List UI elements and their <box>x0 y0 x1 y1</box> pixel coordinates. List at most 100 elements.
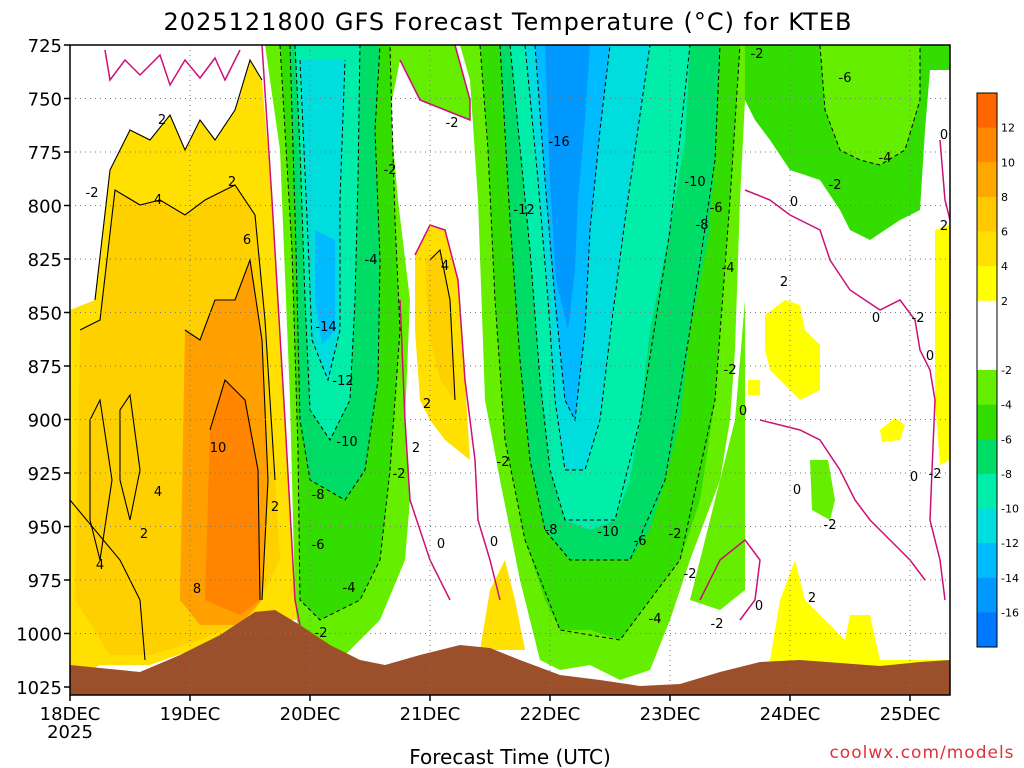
contour-label: 0 <box>739 404 747 419</box>
colorbar-tick-label: 2 <box>1001 295 1008 308</box>
contour-label: 0 <box>910 470 918 485</box>
contour-label: -12 <box>513 203 534 218</box>
contour-label: 0 <box>790 195 798 210</box>
colorbar-swatch <box>977 508 997 544</box>
fill-right-lower-cold <box>690 300 745 610</box>
contour-label: 0 <box>926 349 934 364</box>
contour-label: -2 <box>497 455 510 470</box>
fill-right-warm-2 <box>880 418 905 442</box>
colorbar-swatch <box>977 612 997 648</box>
contour-label: -2 <box>669 527 682 542</box>
contour-label: -4 <box>343 581 356 596</box>
y-tick-label: 875 <box>28 357 62 378</box>
contour-label: -2 <box>824 518 837 533</box>
contour-label: 0 <box>793 483 801 498</box>
x-axis-year: 2025 <box>47 722 93 743</box>
contour-label: 2 <box>412 441 420 456</box>
contour-label: -16 <box>548 135 569 150</box>
fill-right-warm-low <box>770 560 950 690</box>
contour-label: 2 <box>228 175 236 190</box>
x-tick-label: 25DEC <box>880 704 941 725</box>
y-tick-label: 850 <box>28 304 62 325</box>
fill-trough-16 <box>545 45 590 330</box>
x-tick-label: 24DEC <box>760 704 821 725</box>
colorbar-tick-label: -16 <box>1001 606 1019 619</box>
y-tick-label: 1025 <box>16 678 62 699</box>
contour-label: -6 <box>839 71 852 86</box>
colorbar-swatch <box>977 196 997 232</box>
contour-label: 2 <box>271 500 279 515</box>
x-tick-label: 21DEC <box>400 704 461 725</box>
colorbar-swatch <box>977 127 997 163</box>
contour-label: 0 <box>872 311 880 326</box>
colorbar-swatch <box>977 266 997 302</box>
contour-label: 8 <box>193 582 201 597</box>
contour-label: -2 <box>86 186 99 201</box>
colorbar-swatch <box>977 404 997 440</box>
contour-label: -8 <box>696 218 709 233</box>
contour-label: -8 <box>312 488 325 503</box>
contour-label: 4 <box>154 485 162 500</box>
contour-label: -2 <box>384 163 397 178</box>
y-tick-label: 750 <box>28 90 62 111</box>
contour-label: -2 <box>929 467 942 482</box>
x-axis-label: Forecast Time (UTC) <box>409 745 611 768</box>
y-tick-label: 775 <box>28 143 62 164</box>
colorbar-tick-label: -10 <box>1001 503 1019 516</box>
x-tick-label: 20DEC <box>280 704 341 725</box>
colorbar-swatch <box>977 162 997 198</box>
plot-frame <box>69 44 951 696</box>
contour-label: 2 <box>158 113 166 128</box>
colorbar-tick-label: -2 <box>1001 364 1012 377</box>
colorbar: 12 10 8 6 4 2 -2 -4 -6 -8 -10 -12 -14 -16 <box>976 92 1019 648</box>
contour-label: -6 <box>312 538 325 553</box>
contour-label: 2 <box>780 275 788 290</box>
contour-labels: -222461042482-2-6-4-8-10-12-14-4-2-2422-… <box>86 47 949 641</box>
y-tick-label: 975 <box>28 571 62 592</box>
colorbar-swatch <box>977 439 997 475</box>
y-tick-label: 825 <box>28 250 62 271</box>
contour-label: -4 <box>722 261 735 276</box>
colorbar-swatch <box>977 473 997 509</box>
contour-label: -4 <box>649 612 662 627</box>
contour-label: -2 <box>724 363 737 378</box>
contour-label: -2 <box>711 617 724 632</box>
terrain <box>70 610 950 695</box>
fill-band-10 <box>205 380 260 615</box>
colorbar-swatch <box>977 231 997 267</box>
fill-right-mid-cold <box>810 460 835 520</box>
contour-label: -2 <box>446 116 459 131</box>
y-tick-label: 725 <box>28 36 62 57</box>
x-tick-label: 19DEC <box>160 704 221 725</box>
contour-label: -2 <box>315 626 328 641</box>
contour-label: -12 <box>332 374 353 389</box>
contour-label: 2 <box>423 397 431 412</box>
fill-right-warm-4 <box>935 225 950 465</box>
chart-title: 2025121800 GFS Forecast Temperature (°C)… <box>164 8 853 36</box>
y-axis-ticks: 725 750 775 800 825 850 875 900 925 950 975 1000 102… <box>16 36 70 699</box>
colorbar-swatch <box>977 93 997 129</box>
colorbar-swatch <box>977 543 997 579</box>
x-tick-label: 18DEC <box>40 704 101 725</box>
contour-label: 4 <box>154 193 162 208</box>
contour-label: -4 <box>365 253 378 268</box>
x-tick-label: 23DEC <box>640 704 701 725</box>
contour-label: 0 <box>940 128 948 143</box>
contour-label: -6 <box>634 534 647 549</box>
colorbar-tick-label: 8 <box>1001 191 1008 204</box>
contour-label: 0 <box>437 537 445 552</box>
fill-right-warm-3 <box>748 380 760 395</box>
colorbar-tick-label: 4 <box>1001 260 1008 273</box>
colorbar-swatch <box>977 577 997 613</box>
colorbar-tick-label: 6 <box>1001 226 1008 239</box>
warm-contour-lines <box>70 58 456 661</box>
colorbar-tick-label: -8 <box>1001 468 1012 481</box>
credit-text: coolwx.com/models <box>829 743 1014 763</box>
contour-label: -2 <box>912 311 925 326</box>
colorbar-tick-label: -4 <box>1001 399 1012 412</box>
y-tick-label: 800 <box>28 197 62 218</box>
contour-label: -8 <box>545 523 558 538</box>
contour-label: 0 <box>755 599 763 614</box>
fill-band-22dec-low-warm <box>480 560 525 650</box>
